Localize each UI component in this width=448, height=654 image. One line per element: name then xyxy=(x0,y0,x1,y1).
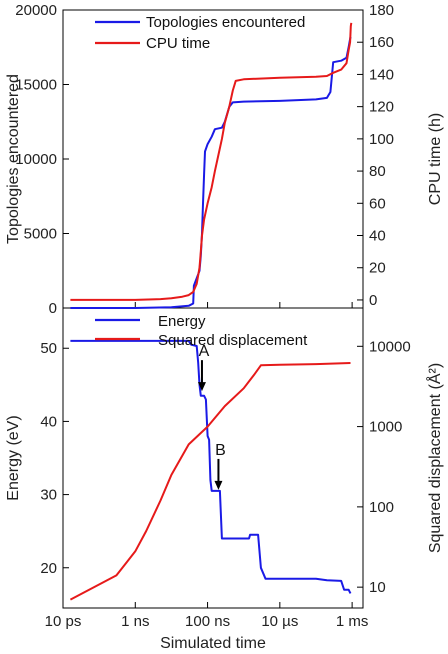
bottom-left-axis-title: Energy (eV) xyxy=(5,415,22,500)
right-y-tick-label: 120 xyxy=(369,99,394,116)
top-right-axis-title: CPU time (h) xyxy=(427,113,444,205)
left-y-tick-label: 50 xyxy=(40,340,57,357)
right-y-tick-label: 60 xyxy=(369,195,386,212)
series-line-squared-displacement xyxy=(69,362,351,601)
right-y-tick-label: 100 xyxy=(369,131,394,148)
annotation-label: B xyxy=(215,442,226,459)
x-tick-label: 100 ns xyxy=(185,613,230,630)
top-left-axis-title: Topologies encountered xyxy=(5,74,22,244)
legend-label-cpu-time: CPU time xyxy=(146,35,210,52)
left-y-tick-label: 30 xyxy=(40,487,57,504)
right-y-tick-label: 100 xyxy=(369,499,394,516)
left-y-tick-label: 5000 xyxy=(24,226,57,243)
left-y-tick-label: 40 xyxy=(40,413,57,430)
right-y-tick-label: 10 xyxy=(369,579,386,596)
series-line-energy xyxy=(70,339,352,594)
left-y-tick-label: 15000 xyxy=(15,77,57,94)
left-y-tick-label: 10000 xyxy=(15,151,57,168)
legend-label-energy: Energy xyxy=(158,313,206,330)
legend-label-topologies: Topologies encountered xyxy=(146,14,305,31)
series-line-cpu-time xyxy=(70,22,353,301)
annotation-arrowhead xyxy=(214,480,223,490)
right-y-tick-label: 0 xyxy=(369,292,377,309)
annotation-label: A xyxy=(199,343,210,360)
right-y-tick-label: 20 xyxy=(369,260,386,277)
right-y-tick-label: 10000 xyxy=(369,338,411,355)
bottom-right-axis-title: Squared displacement (Å²) xyxy=(425,363,444,553)
legend-label-squared-displacement: Squared displacement xyxy=(158,332,308,349)
right-y-tick-label: 160 xyxy=(369,34,394,51)
x-tick-label: 10 ps xyxy=(45,613,82,630)
x-tick-label: 10 µs xyxy=(261,613,298,630)
top-panel-frame xyxy=(62,9,364,309)
bottom-panel-frame xyxy=(62,307,364,609)
x-tick-label: 1 ms xyxy=(336,613,369,630)
x-tick-label: 1 ns xyxy=(121,613,149,630)
left-y-tick-label: 20 xyxy=(40,560,57,577)
left-y-tick-label: 20000 xyxy=(15,2,57,19)
right-y-tick-label: 1000 xyxy=(369,419,402,436)
right-y-tick-label: 40 xyxy=(369,228,386,245)
annotation-arrowhead xyxy=(197,382,206,392)
right-y-tick-label: 140 xyxy=(369,66,394,83)
right-y-tick-label: 80 xyxy=(369,163,386,180)
x-axis-title: Simulated time xyxy=(160,635,266,652)
bottom-right-axis-title-text: Squared displacement (Å²) xyxy=(425,363,444,553)
left-y-tick-label: 0 xyxy=(49,300,57,317)
right-y-tick-label: 180 xyxy=(369,2,394,19)
